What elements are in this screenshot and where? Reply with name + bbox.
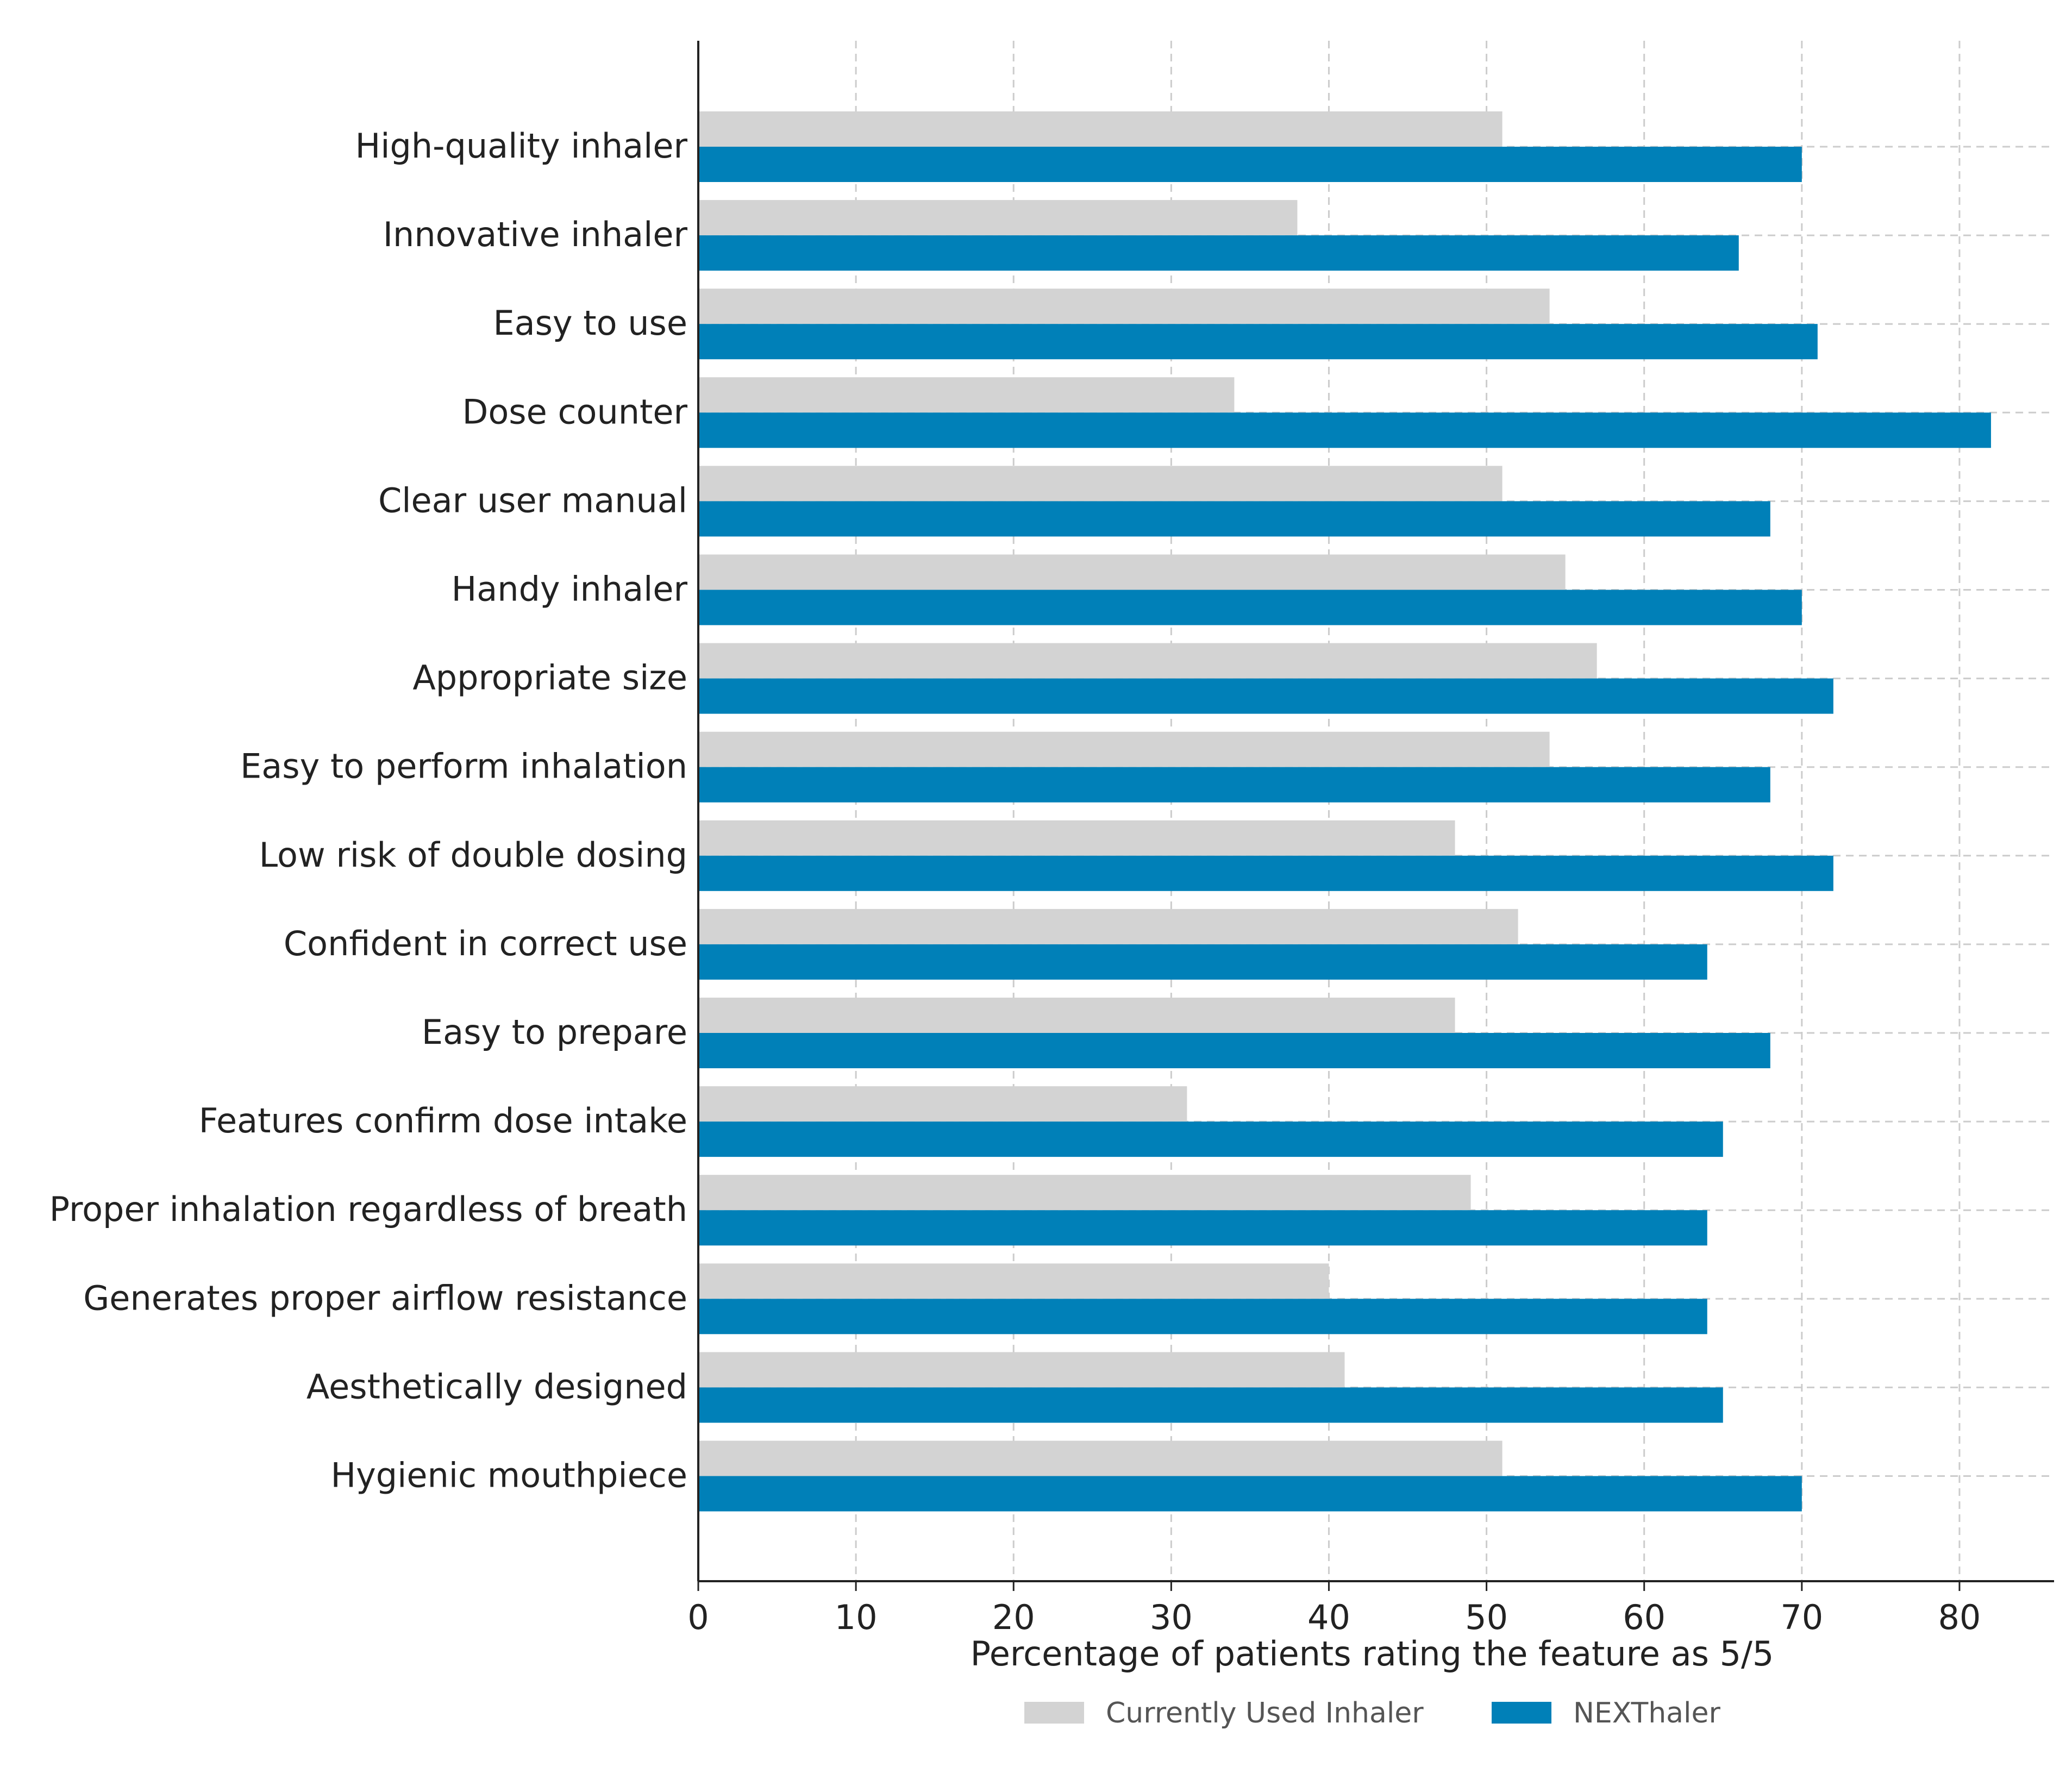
legend-swatch (1492, 1702, 1551, 1724)
category-label: Handy inhaler (452, 569, 688, 609)
bar-nexthaler (698, 767, 1770, 803)
bar-currently-used (698, 1086, 1187, 1122)
bar-currently-used (698, 1352, 1345, 1388)
axes-layer (697, 41, 2054, 1591)
bar-currently-used (698, 377, 1235, 413)
x-tick-label: 70 (1780, 1597, 1823, 1637)
category-label: Low risk of double dosing (259, 835, 687, 875)
x-tick-label: 10 (835, 1597, 878, 1637)
bar-currently-used (698, 466, 1503, 502)
x-tick-label: 30 (1150, 1597, 1193, 1637)
bar-currently-used (698, 111, 1503, 147)
bar-currently-used (698, 1175, 1471, 1211)
bar-nexthaler (698, 678, 1833, 714)
category-label: Aesthetically designed (306, 1367, 687, 1406)
legend-label: NEXThaler (1573, 1697, 1720, 1730)
bar-currently-used (698, 643, 1597, 679)
x-tick-label: 60 (1623, 1597, 1666, 1637)
category-label: Features confirm dose intake (199, 1101, 687, 1141)
bar-nexthaler (698, 1299, 1707, 1335)
bar-nexthaler (698, 147, 1802, 182)
labels-layer: 0 10 20 30 40 50 60 70 80 High-quality inhaler Inn… (49, 126, 1981, 1637)
bar-currently-used (698, 1440, 1503, 1476)
category-label: Hygienic mouthpiece (330, 1456, 687, 1495)
category-label: Proper inhalation regardless of breath (49, 1189, 687, 1229)
bar-currently-used (698, 554, 1566, 590)
x-tick-label: 40 (1307, 1597, 1350, 1637)
x-tick-label: 80 (1938, 1597, 1981, 1637)
bar-nexthaler (698, 1210, 1707, 1246)
category-label: Confident in correct use (284, 924, 687, 963)
x-tick-label: 50 (1465, 1597, 1508, 1637)
category-label: Generates proper airflow resistance (83, 1278, 687, 1318)
legend-label: Currently Used Inhaler (1106, 1697, 1424, 1730)
bar-currently-used (698, 200, 1298, 236)
bar-nexthaler (698, 944, 1707, 980)
bar-nexthaler (698, 1387, 1723, 1423)
category-label: Easy to perform inhalation (240, 747, 687, 786)
bar-nexthaler (698, 324, 1818, 360)
category-label: Easy to use (493, 303, 687, 343)
legend: Currently Used Inhaler NEXThaler (1024, 1697, 1720, 1730)
bar-nexthaler (698, 590, 1802, 625)
category-label: Appropriate size (412, 658, 687, 698)
bars-layer (698, 111, 1991, 1512)
bar-nexthaler (698, 501, 1770, 537)
category-label: Easy to prepare (422, 1012, 687, 1052)
bar-nexthaler (698, 235, 1739, 271)
category-label: Clear user manual (378, 480, 687, 520)
bar-nexthaler (698, 1476, 1802, 1512)
bar-currently-used (698, 909, 1518, 944)
bar-currently-used (698, 731, 1550, 767)
category-label: Dose counter (462, 392, 688, 431)
bar-nexthaler (698, 1033, 1770, 1068)
category-label: Innovative inhaler (383, 215, 688, 254)
x-tick-label: 20 (992, 1597, 1035, 1637)
bar-currently-used (698, 998, 1455, 1033)
legend-swatch (1024, 1702, 1084, 1724)
bar-currently-used (698, 820, 1455, 856)
bar-currently-used (698, 1263, 1329, 1299)
x-tick-label: 0 (687, 1597, 709, 1637)
bar-nexthaler (698, 412, 1991, 448)
bar-nexthaler (698, 1122, 1723, 1157)
grid-layer (698, 41, 2054, 1581)
bar-currently-used (698, 289, 1550, 324)
x-axis-title: Percentage of patients rating the featur… (971, 1634, 1774, 1674)
bar-nexthaler (698, 855, 1833, 891)
category-label: High-quality inhaler (355, 126, 688, 166)
